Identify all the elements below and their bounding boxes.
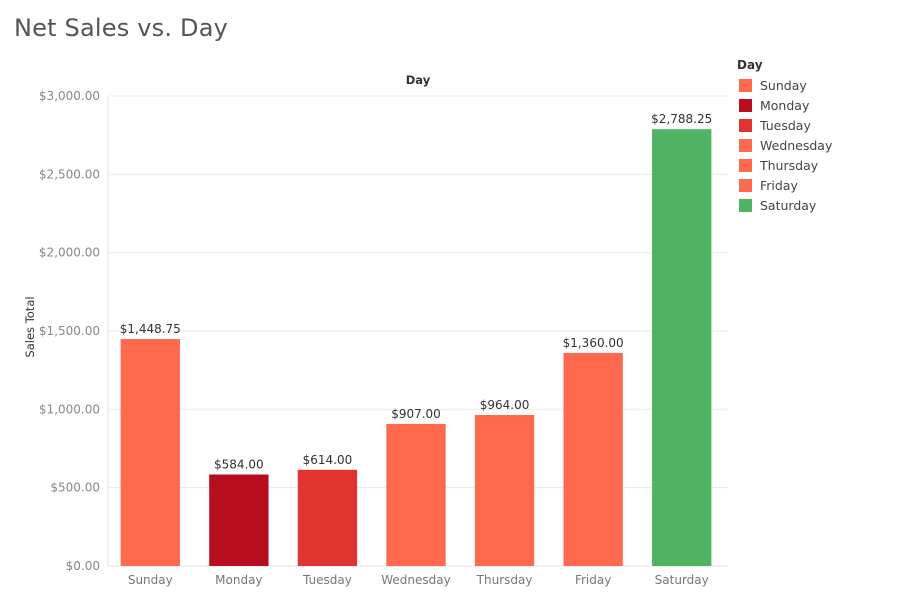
legend-item-thursday[interactable]: Thursday bbox=[737, 155, 832, 175]
bars bbox=[120, 129, 712, 566]
data-label: $907.00 bbox=[391, 407, 441, 421]
legend-label: Tuesday bbox=[760, 117, 811, 133]
x-tick-label: Thursday bbox=[476, 573, 533, 587]
legend-label: Monday bbox=[760, 97, 810, 113]
bar-sunday[interactable] bbox=[120, 339, 180, 566]
legend-item-friday[interactable]: Friday bbox=[737, 175, 832, 195]
x-tick-label: Wednesday bbox=[381, 573, 450, 587]
x-axis: Sunday Monday Tuesday Wednesday Thursday Frid… bbox=[128, 573, 709, 587]
x-tick-label: Tuesday bbox=[302, 573, 352, 587]
bar-saturday[interactable] bbox=[652, 129, 712, 566]
y-axis: $0.00 $500.00 $1,000.00 $1,500.00 $2,000.00 $… bbox=[39, 89, 100, 573]
legend-title: Day bbox=[737, 58, 763, 72]
y-tick-label: $3,000.00 bbox=[39, 89, 100, 103]
legend-label: Wednesday bbox=[760, 137, 833, 153]
y-tick-label: $1,500.00 bbox=[39, 324, 100, 338]
y-tick-label: $0.00 bbox=[66, 559, 100, 573]
legend-item-saturday[interactable]: Saturday bbox=[737, 195, 832, 215]
y-tick-label: $500.00 bbox=[50, 481, 100, 495]
bar-wednesday[interactable] bbox=[386, 423, 446, 566]
data-labels: $1,448.75 $584.00 $614.00 $907.00 $964.00 $1,… bbox=[120, 112, 713, 471]
legend-swatch bbox=[739, 138, 752, 152]
data-label: $964.00 bbox=[480, 398, 530, 412]
legend-swatch bbox=[739, 98, 752, 112]
legend-item-monday[interactable]: Monday bbox=[737, 95, 832, 115]
data-label: $584.00 bbox=[214, 458, 264, 472]
chart-title: Net Sales vs. Day bbox=[14, 14, 229, 42]
legend: Day Sunday Monday Tuesday Wednesday Thursday… bbox=[737, 58, 832, 215]
data-label: $2,788.25 bbox=[651, 112, 712, 126]
y-axis-title: Sales Total bbox=[23, 296, 37, 357]
bar-friday[interactable] bbox=[563, 352, 623, 566]
x-tick-label: Sunday bbox=[128, 573, 173, 587]
data-label: $1,448.75 bbox=[120, 322, 181, 336]
data-label: $614.00 bbox=[303, 453, 353, 467]
legend-swatch bbox=[739, 198, 752, 212]
bar-tuesday[interactable] bbox=[297, 469, 358, 566]
bar-monday[interactable] bbox=[209, 474, 269, 566]
data-label: $1,360.00 bbox=[563, 336, 624, 350]
legend-label: Friday bbox=[760, 177, 798, 193]
legend-label: Thursday bbox=[760, 157, 819, 173]
legend-label: Saturday bbox=[760, 197, 817, 213]
y-tick-label: $1,000.00 bbox=[39, 402, 100, 416]
legend-swatch bbox=[739, 178, 752, 192]
legend-item-wednesday[interactable]: Wednesday bbox=[737, 135, 832, 155]
x-tick-label: Monday bbox=[215, 573, 262, 587]
legend-swatch bbox=[739, 118, 752, 132]
x-tick-label: Friday bbox=[575, 573, 611, 587]
legend-item-sunday[interactable]: Sunday bbox=[737, 75, 832, 95]
legend-swatch bbox=[739, 158, 752, 172]
legend-swatch bbox=[739, 78, 752, 92]
column-header: Day bbox=[406, 73, 431, 87]
legend-item-tuesday[interactable]: Tuesday bbox=[737, 115, 832, 135]
y-tick-label: $2,000.00 bbox=[39, 246, 100, 260]
bar-thursday[interactable] bbox=[474, 414, 535, 566]
y-tick-label: $2,500.00 bbox=[39, 167, 100, 181]
legend-items: Sunday Monday Tuesday Wednesday Thursday Frid… bbox=[737, 75, 832, 215]
x-tick-label: Saturday bbox=[655, 573, 709, 587]
legend-label: Sunday bbox=[760, 77, 807, 93]
